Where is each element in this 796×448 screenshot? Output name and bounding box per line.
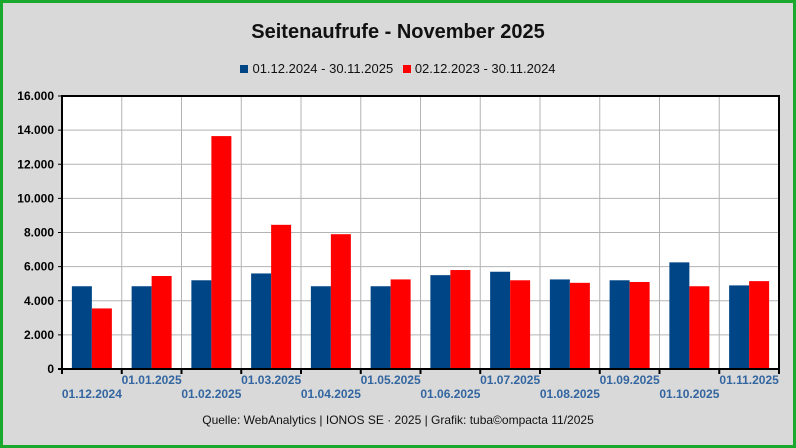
bar-series-2 bbox=[569, 282, 590, 369]
legend-label-series-1: 01.12.2024 - 30.11.2025 bbox=[252, 61, 394, 76]
chart-title: Seitenaufrufe - November 2025 bbox=[251, 21, 545, 43]
y-tick-label: 0 bbox=[47, 362, 54, 376]
x-tick-label: 01.10.2025 bbox=[659, 387, 719, 401]
x-tick-label: 01.12.2024 bbox=[62, 387, 122, 401]
bar-series-2 bbox=[91, 308, 112, 369]
bar-series-1 bbox=[131, 286, 152, 369]
y-tick-label: 12.000 bbox=[17, 157, 54, 171]
bar-series-1 bbox=[251, 273, 272, 369]
x-tick-label: 01.02.2025 bbox=[181, 387, 241, 401]
bar-series-2 bbox=[629, 281, 650, 369]
x-tick-label: 01.08.2025 bbox=[540, 387, 600, 401]
bar-series-2 bbox=[689, 286, 710, 369]
x-tick-label: 01.04.2025 bbox=[301, 387, 361, 401]
bar-series-2 bbox=[271, 224, 292, 369]
y-tick-label: 10.000 bbox=[17, 191, 54, 205]
legend: 01.12.2024 - 30.11.2025 02.12.2023 - 30.… bbox=[0, 61, 796, 76]
bar-series-1 bbox=[609, 280, 630, 369]
bar-series-2 bbox=[450, 270, 471, 369]
bar-series-2 bbox=[330, 234, 351, 369]
y-tick-label: 16.000 bbox=[17, 89, 54, 103]
x-tick-label: 01.05.2025 bbox=[361, 373, 421, 387]
bar-series-1 bbox=[490, 271, 511, 369]
x-tick-label: 01.07.2025 bbox=[480, 373, 540, 387]
bar-series-2 bbox=[390, 279, 411, 369]
legend-label-series-2: 02.12.2023 - 30.11.2024 bbox=[414, 61, 556, 76]
legend-item-series-1: 01.12.2024 - 30.11.2025 bbox=[240, 61, 393, 76]
bar-series-1 bbox=[669, 262, 690, 369]
legend-item-series-2: 02.12.2023 - 30.11.2024 bbox=[402, 61, 556, 76]
bar-series-1 bbox=[191, 280, 212, 369]
x-tick-label: 01.03.2025 bbox=[241, 373, 301, 387]
y-tick-label: 2.000 bbox=[24, 328, 54, 342]
y-tick-label: 14.000 bbox=[17, 123, 54, 137]
bar-series-1 bbox=[310, 286, 331, 369]
bar-series-2 bbox=[151, 276, 172, 369]
y-tick-label: 6.000 bbox=[24, 260, 54, 274]
bar-series-2 bbox=[510, 280, 531, 369]
chart-footer: Quelle: WebAnalytics | IONOS SE · 2025 |… bbox=[202, 413, 594, 427]
bar-series-1 bbox=[370, 286, 391, 369]
legend-swatch-series-1 bbox=[240, 65, 249, 73]
legend-swatch-series-2 bbox=[402, 65, 411, 73]
bar-series-2 bbox=[749, 281, 770, 369]
bar-series-1 bbox=[549, 279, 570, 369]
y-tick-label: 8.000 bbox=[24, 226, 54, 240]
x-tick-label: 01.09.2025 bbox=[600, 373, 660, 387]
bar-series-1 bbox=[729, 285, 750, 369]
bar-series-1 bbox=[430, 275, 451, 369]
y-tick-label: 4.000 bbox=[24, 294, 54, 308]
bar-series-2 bbox=[211, 136, 232, 369]
bar-series-1 bbox=[71, 286, 92, 369]
x-tick-label: 01.06.2025 bbox=[420, 387, 480, 401]
x-tick-label: 01.01.2025 bbox=[122, 373, 182, 387]
x-tick-label: 01.11.2025 bbox=[719, 373, 779, 387]
